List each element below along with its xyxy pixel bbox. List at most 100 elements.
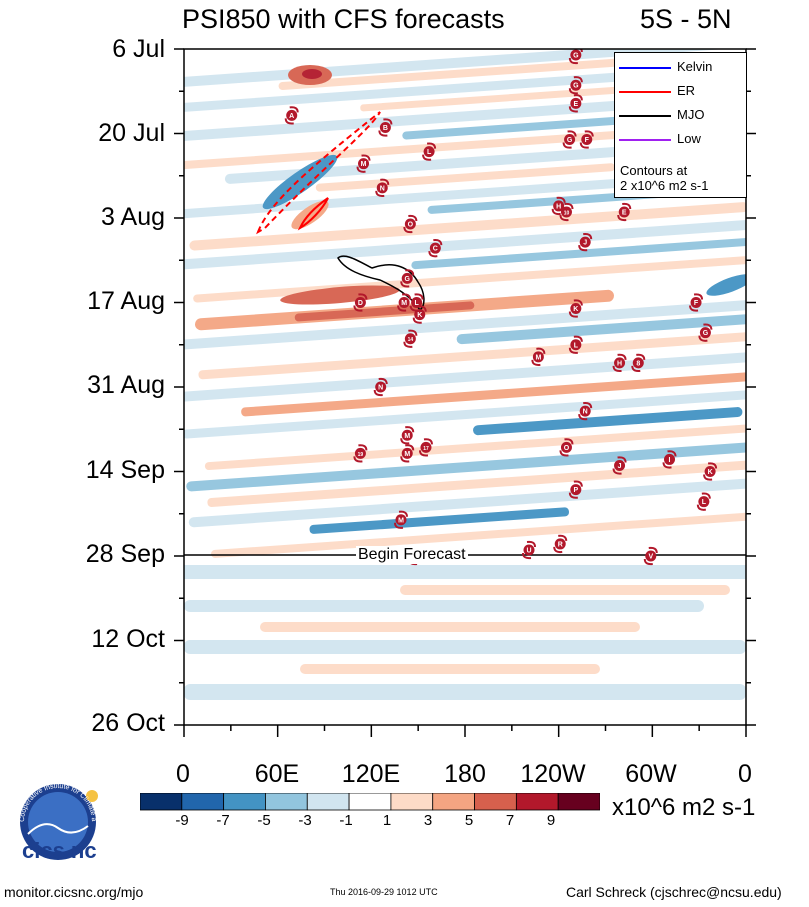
legend-line-low (619, 139, 671, 141)
storm-marker: C (428, 239, 443, 258)
colorbar-label: 1 (382, 812, 392, 829)
storm-marker: R (553, 534, 568, 554)
storm-label: 17 (423, 446, 429, 452)
colorbar-label: -5 (257, 812, 271, 829)
colorbar-swatch (348, 793, 392, 811)
storm-label: O (564, 445, 570, 452)
footer-timestamp: Thu 2016-09-29 1012 UTC (330, 887, 438, 897)
storm-marker: 8 (631, 353, 646, 372)
storm-label: B (383, 125, 388, 132)
storm-label: M (401, 300, 407, 307)
colorbar-swatch (265, 793, 308, 811)
y-tick-label: 28 Sep (85, 540, 165, 568)
storm-marker: 17 (418, 438, 433, 457)
x-tick-label: 60W (625, 760, 677, 788)
y-tick-label: 31 Aug (87, 371, 165, 399)
colorbar-units: x10^6 m2 s-1 (612, 794, 756, 821)
legend-label-er: ER (677, 83, 696, 98)
x-tick-label: 180 (444, 760, 486, 788)
storm-marker: O (403, 214, 418, 234)
mjo-contour (337, 255, 425, 312)
colorbar-swatch (223, 793, 266, 811)
colorbar-label: -7 (216, 812, 230, 829)
storm-label: E (622, 209, 627, 216)
storm-marker: L (409, 293, 424, 312)
colorbar-swatch (306, 793, 350, 811)
contour-note: Contours at 2 x10^6 m2 s-1 (620, 163, 708, 193)
storm-label: 19 (358, 452, 364, 458)
legend-line-er (619, 91, 671, 93)
storm-marker: M (531, 347, 546, 366)
logo-text: cics.nc (22, 838, 97, 863)
x-tick-label: 120E (341, 760, 401, 788)
axis-ticks (174, 48, 756, 737)
legend-line-mjo (619, 115, 671, 117)
storm-label: P (574, 487, 579, 494)
colorbar (140, 793, 600, 811)
region-label: 5S - 5N (640, 4, 732, 34)
storm-marker: O (559, 438, 574, 457)
storm-marker: 14 (403, 329, 418, 348)
x-tick-label: 60E (254, 760, 300, 788)
storm-marker: F (579, 130, 594, 149)
storm-marker: 19 (353, 444, 368, 463)
colorbar-swatch (181, 793, 225, 811)
storm-label: 10 (564, 210, 570, 216)
storm-label: K (573, 306, 578, 313)
colorbar-label: 7 (505, 812, 515, 829)
storm-marker: G (698, 323, 713, 342)
storm-marker: M (400, 426, 415, 445)
legend-label-low: Low (677, 131, 701, 146)
storm-label: D (358, 300, 363, 307)
y-tick-label: 20 Jul (98, 119, 165, 147)
storm-marker: P (568, 480, 583, 499)
storm-label: J (583, 240, 587, 247)
storm-label: G (573, 53, 579, 60)
storm-label: N (380, 185, 385, 192)
storm-label: L (702, 499, 707, 506)
colorbar-label: -9 (175, 812, 189, 829)
storm-label: E (574, 101, 579, 108)
storm-marker: N (578, 402, 593, 421)
storm-label: G (573, 83, 579, 90)
colorbar-swatch (474, 793, 517, 811)
storm-marker: G (400, 269, 415, 288)
colorbar-swatch (140, 793, 183, 811)
colorbar-swatch (432, 793, 475, 811)
x-tick-label: 0 (738, 760, 752, 788)
colorbar-label: 9 (546, 812, 556, 829)
colorbar-swatch (390, 793, 434, 811)
storm-label: F (585, 137, 590, 144)
storm-label: L (427, 149, 432, 156)
storm-label: R (558, 541, 563, 548)
storm-label: 8 (636, 360, 640, 367)
storm-marker: J (578, 233, 593, 252)
storm-label: V (648, 554, 653, 561)
storm-marker: F (689, 293, 704, 312)
storm-marker: D (353, 293, 368, 312)
storm-label: M (535, 354, 541, 361)
footer-url[interactable]: monitor.cicsnc.org/mjo (4, 884, 144, 900)
footer-author[interactable]: Carl Schreck (cjschrec@ncsu.edu) (566, 884, 782, 900)
storm-label: N (583, 409, 588, 416)
colorbar-label: -3 (298, 812, 312, 829)
x-tick-label: 0 (176, 760, 190, 788)
storm-label: M (398, 517, 404, 524)
contour-note-line2: 2 x10^6 m2 s-1 (620, 178, 709, 193)
legend-line-kelvin (619, 67, 671, 69)
storm-marker: L (568, 335, 583, 354)
chart-title: PSI850 with CFS forecasts (182, 4, 505, 34)
storm-marker: N (373, 377, 388, 397)
storm-marker: I (662, 450, 677, 469)
forecast-label: Begin Forecast (356, 546, 468, 564)
y-tick-label: 17 Aug (87, 287, 165, 315)
storm-marker: G (562, 130, 577, 149)
storm-marker: K (412, 305, 427, 324)
storm-marker: M (400, 444, 415, 463)
cicsnc-logo: Cooperative Institute for Climate and Sa… (6, 782, 98, 860)
storm-label: K (417, 312, 422, 319)
storm-label: O (408, 222, 414, 229)
storm-marker: L (696, 492, 711, 511)
storm-marker: B (378, 118, 393, 137)
y-tick-label: 3 Aug (101, 203, 165, 231)
